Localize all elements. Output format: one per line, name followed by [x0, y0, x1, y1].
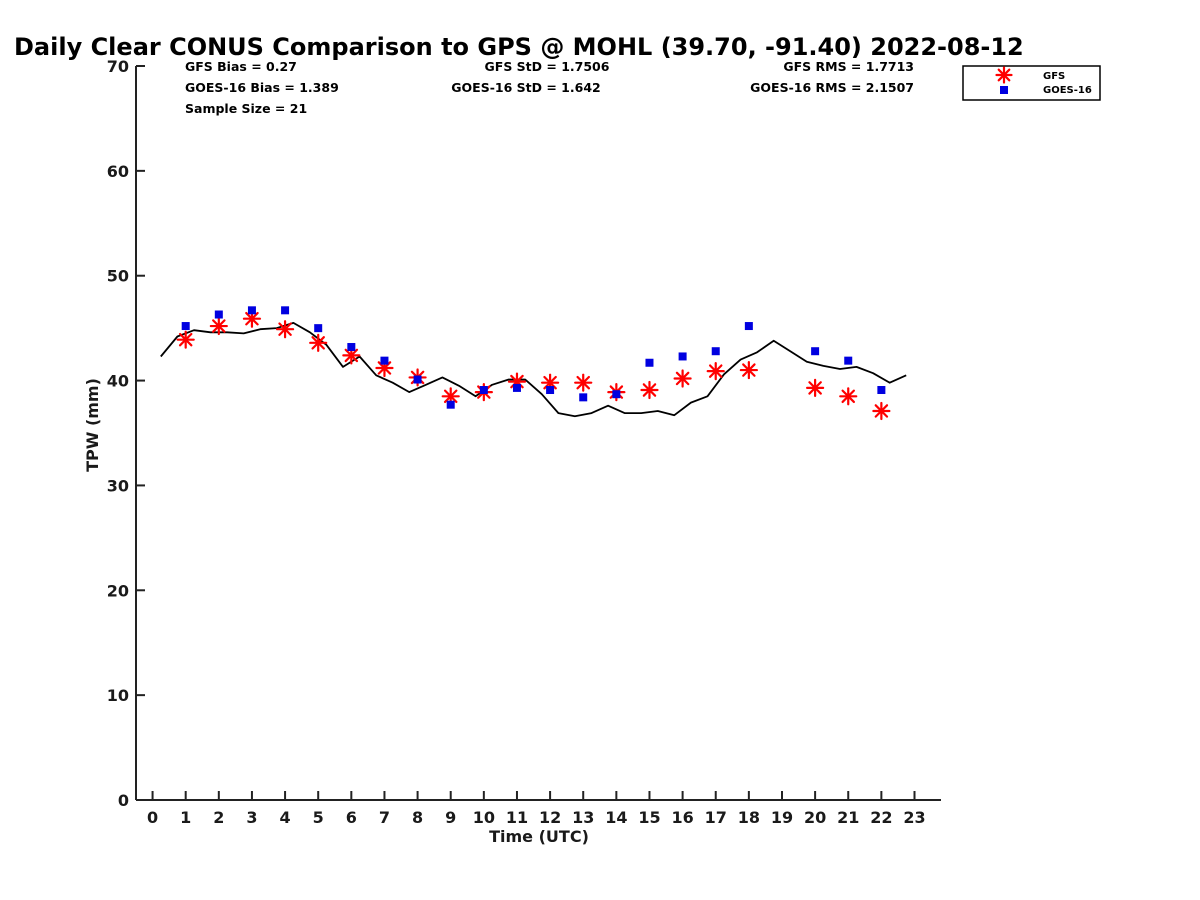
x-tick-label: 8 [412, 808, 423, 827]
legend: GFS GOES-16 [962, 65, 1101, 101]
y-tick-label: 70 [107, 57, 129, 76]
legend-goes-label: GOES-16 [1043, 85, 1092, 96]
goes-point [546, 386, 555, 395]
sample-size-stat: Sample Size = 21 [185, 101, 307, 116]
legend-goes-marker [1000, 86, 1008, 94]
gfs-series [176, 309, 891, 421]
goes-point [281, 306, 290, 315]
goes-point [877, 386, 886, 395]
x-tick-label: 7 [379, 808, 390, 827]
x-tick-label: 13 [572, 808, 594, 827]
x-tick-label: 10 [473, 808, 495, 827]
gfs-point [342, 346, 361, 365]
x-axis-label: Time (UTC) [489, 827, 589, 846]
goes-point [711, 347, 720, 356]
gfs-point [806, 378, 825, 398]
gps-series [160, 321, 907, 418]
goes-point [579, 393, 588, 402]
legend-gfs-label: GFS [1043, 71, 1065, 82]
goes-point [347, 343, 356, 352]
x-tick-label: 22 [870, 808, 892, 827]
goes-point [446, 400, 455, 409]
y-tick-label: 30 [107, 476, 129, 495]
goes-point [844, 356, 853, 365]
y-tick-label: 0 [118, 791, 129, 810]
x-tick-label: 21 [837, 808, 859, 827]
x-tick-label: 1 [180, 808, 191, 827]
gfs-point [209, 316, 228, 336]
goes-series [181, 306, 886, 409]
gfs-bias-stat: GFS Bias = 0.27 [185, 59, 297, 74]
goes-point [247, 306, 256, 315]
goes-point [380, 356, 389, 365]
gfs-point [739, 360, 758, 380]
gps-line [160, 321, 907, 418]
x-tick-label: 4 [280, 808, 291, 827]
y-tick-label: 50 [107, 267, 129, 286]
legend-gfs-marker [995, 66, 1013, 84]
goes-point [612, 390, 621, 399]
x-tick-label: 19 [771, 808, 793, 827]
y-tick-label: 60 [107, 162, 129, 181]
goes-bias-stat: GOES-16 Bias = 1.389 [185, 80, 339, 95]
goes-point [181, 322, 190, 331]
x-tick-label: 16 [671, 808, 693, 827]
x-tick-label: 23 [903, 808, 925, 827]
x-tick-label: 18 [738, 808, 760, 827]
gfs-point [309, 333, 328, 352]
gfs-point [872, 401, 891, 421]
gfs-point [839, 387, 858, 406]
goes-point [479, 386, 488, 395]
x-tick-label: 5 [313, 808, 324, 827]
x-tick-label: 14 [605, 808, 627, 827]
gfs-point [673, 369, 692, 388]
goes-point [744, 322, 753, 331]
gfs-point [441, 387, 460, 406]
x-tick-label: 9 [445, 808, 456, 827]
x-tick-label: 15 [638, 808, 660, 827]
gfs-point [640, 380, 659, 400]
goes-point [811, 347, 820, 356]
x-tick-label: 20 [804, 808, 826, 827]
goes-point [413, 375, 422, 384]
x-tick-label: 12 [539, 808, 561, 827]
y-tick-label: 20 [107, 581, 129, 600]
legend-box [962, 65, 1101, 101]
goes-point [645, 358, 654, 367]
goes-std-stat: GOES-16 StD = 1.642 [451, 80, 600, 95]
y-tick-label: 10 [107, 686, 129, 705]
gfs-rms-stat: GFS RMS = 1.7713 [783, 59, 914, 74]
gfs-point [706, 362, 725, 381]
goes-point [214, 310, 223, 319]
goes-rms-stat: GOES-16 RMS = 2.1507 [750, 80, 914, 95]
chart-title: Daily Clear CONUS Comparison to GPS @ MO… [14, 33, 1024, 61]
goes-point [678, 352, 687, 361]
x-tick-label: 11 [506, 808, 528, 827]
legend-gfs-asterisk [995, 66, 1013, 84]
x-tick-label: 17 [705, 808, 727, 827]
goes-point [314, 324, 323, 333]
goes-point [512, 383, 521, 392]
y-tick-label: 40 [107, 372, 129, 391]
x-tick-label: 3 [246, 808, 257, 827]
gfs-std-stat: GFS StD = 1.7506 [485, 59, 610, 74]
x-tick-label: 6 [346, 808, 357, 827]
y-axis-label: TPW (mm) [83, 378, 102, 472]
gfs-point [574, 373, 593, 392]
x-tick-label: 2 [213, 808, 224, 827]
gfs-point [275, 320, 295, 339]
gfs-point [176, 330, 195, 349]
x-tick-label: 0 [147, 808, 158, 827]
